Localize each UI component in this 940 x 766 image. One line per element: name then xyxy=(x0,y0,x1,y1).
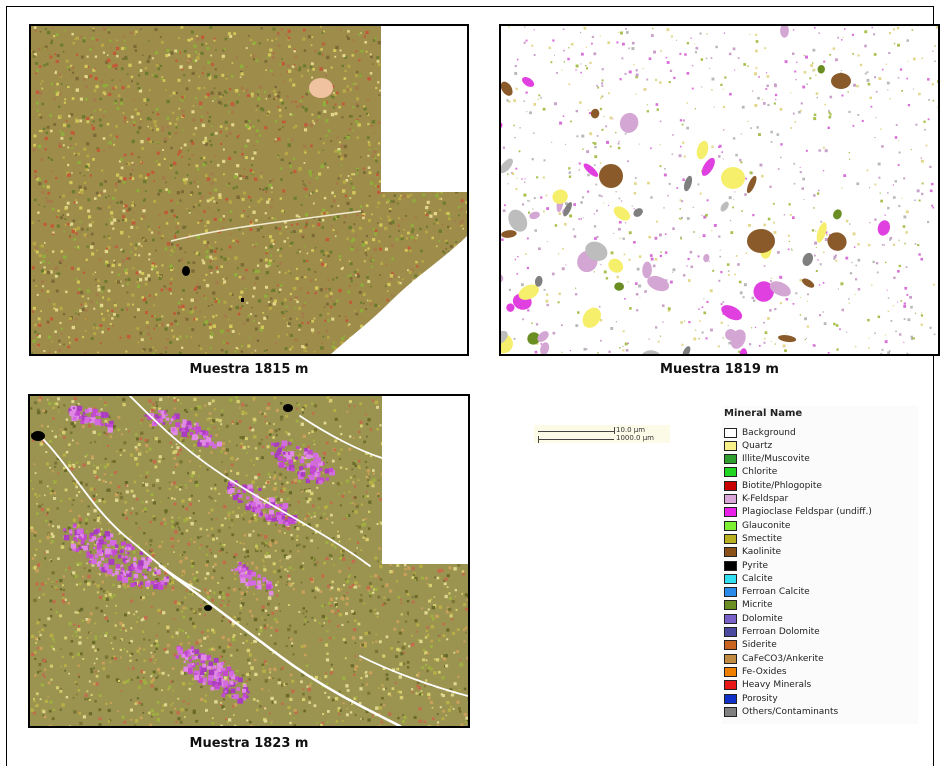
legend-swatch xyxy=(724,574,737,584)
legend-label: Chlorite xyxy=(742,467,777,477)
scale-label-long: 1000.0 µm xyxy=(616,434,654,442)
legend-swatch xyxy=(724,640,737,650)
legend-label: Ferroan Dolomite xyxy=(742,627,820,637)
legend-item: Smectite xyxy=(724,532,782,545)
legend-label: Porosity xyxy=(742,694,778,704)
caption-1819: Muestra 1819 m xyxy=(499,362,940,377)
legend-label: Heavy Minerals xyxy=(742,680,811,690)
legend-item: Glauconite xyxy=(724,519,790,532)
legend-item: Ferroan Calcite xyxy=(724,586,810,599)
legend-swatch xyxy=(724,707,737,717)
legend-swatch xyxy=(724,614,737,624)
legend-label: Smectite xyxy=(742,534,782,544)
legend-label: Background xyxy=(742,428,796,438)
legend-item: Siderite xyxy=(724,639,777,652)
mineral-map-1815 xyxy=(29,24,469,356)
legend-item: CaFeCO3/Ankerite xyxy=(724,652,824,665)
caption-1823: Muestra 1823 m xyxy=(28,736,470,751)
legend-swatch xyxy=(724,600,737,610)
legend-swatch xyxy=(724,507,737,517)
legend-label: Micrite xyxy=(742,600,772,610)
legend-label: Biotite/Phlogopite xyxy=(742,481,822,491)
mineral-legend: Mineral Name Background Quartz Illite/Musc… xyxy=(722,406,918,724)
legend-label: Calcite xyxy=(742,574,773,584)
mineral-map-1819-image xyxy=(501,26,938,354)
legend-label: Fe-Oxides xyxy=(742,667,787,677)
legend-item: Others/Contaminants xyxy=(724,705,838,718)
mineral-map-1815-image xyxy=(31,26,467,354)
legend-label: Plagioclase Feldspar (undiff.) xyxy=(742,507,872,517)
legend-item: Kaolinite xyxy=(724,546,781,559)
legend-swatch xyxy=(724,680,737,690)
legend-swatch xyxy=(724,587,737,597)
legend-swatch xyxy=(724,694,737,704)
legend-item: Micrite xyxy=(724,599,772,612)
legend-label: Ferroan Calcite xyxy=(742,587,810,597)
legend-item: Fe-Oxides xyxy=(724,665,787,678)
legend-item: Chlorite xyxy=(724,466,777,479)
legend-item: Pyrite xyxy=(724,559,768,572)
scale-tick xyxy=(538,436,539,443)
legend-swatch xyxy=(724,521,737,531)
legend-label: Others/Contaminants xyxy=(742,707,838,717)
scale-line-short xyxy=(538,431,614,432)
legend-item: Calcite xyxy=(724,572,773,585)
legend-label: CaFeCO3/Ankerite xyxy=(742,654,824,664)
legend-swatch xyxy=(724,454,737,464)
mineral-map-1819 xyxy=(499,24,940,356)
legend-item: Illite/Muscovite xyxy=(724,453,810,466)
legend-item: Ferroan Dolomite xyxy=(724,626,820,639)
legend-swatch xyxy=(724,561,737,571)
legend-swatch xyxy=(724,547,737,557)
legend-label: Quartz xyxy=(742,441,772,451)
mineral-map-1823 xyxy=(28,394,470,728)
legend-label: K-Feldspar xyxy=(742,494,788,504)
mineral-map-1823-image xyxy=(30,396,468,726)
legend-item: Background xyxy=(724,426,796,439)
legend-swatch xyxy=(724,467,737,477)
legend-label: Illite/Muscovite xyxy=(742,454,810,464)
legend-item: K-Feldspar xyxy=(724,493,788,506)
legend-label: Glauconite xyxy=(742,521,790,531)
legend-swatch xyxy=(724,481,737,491)
legend-label: Kaolinite xyxy=(742,547,781,557)
legend-swatch xyxy=(724,627,737,637)
legend-swatch xyxy=(724,654,737,664)
legend-swatch xyxy=(724,494,737,504)
legend-label: Siderite xyxy=(742,640,777,650)
caption-1815: Muestra 1815 m xyxy=(29,362,469,377)
legend-item: Heavy Minerals xyxy=(724,679,811,692)
legend-item: Plagioclase Feldspar (undiff.) xyxy=(724,506,872,519)
legend-swatch xyxy=(724,441,737,451)
legend-title: Mineral Name xyxy=(724,408,802,419)
legend-item: Dolomite xyxy=(724,612,783,625)
scale-tick xyxy=(614,427,615,434)
legend-swatch xyxy=(724,428,737,438)
legend-item: Biotite/Phlogopite xyxy=(724,479,822,492)
legend-swatch xyxy=(724,667,737,677)
legend-label: Dolomite xyxy=(742,614,783,624)
legend-item: Quartz xyxy=(724,439,772,452)
scale-label-short: 10.0 µm xyxy=(616,426,645,434)
legend-swatch xyxy=(724,534,737,544)
scale-line-long xyxy=(538,439,614,440)
scale-bar: 10.0 µm 1000.0 µm xyxy=(534,425,670,443)
legend-item: Porosity xyxy=(724,692,778,705)
legend-label: Pyrite xyxy=(742,561,768,571)
